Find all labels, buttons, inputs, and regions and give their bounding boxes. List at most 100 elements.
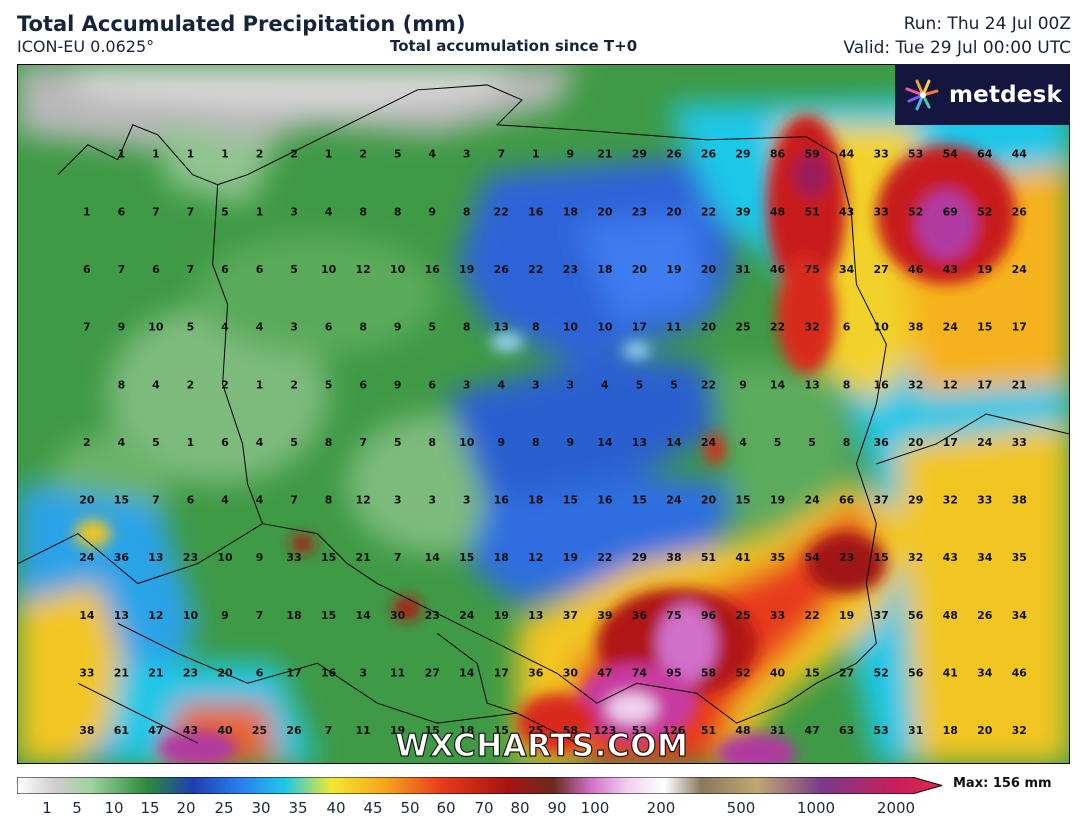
colorbar-tick-label: 70 (474, 799, 494, 817)
precip-value: 13 (494, 321, 509, 334)
precip-value: 19 (390, 724, 405, 737)
precip-value: 20 (701, 263, 717, 276)
precip-value: 3 (532, 378, 540, 391)
run-time: Run: Thu 24 Jul 00Z (903, 14, 1071, 34)
precip-value: 24 (943, 321, 959, 334)
precip-value: 8 (532, 321, 540, 334)
colorbar-gradient (17, 777, 942, 794)
precip-value: 33 (286, 551, 301, 564)
precip-value: 29 (908, 494, 923, 507)
precip-value: 5 (394, 148, 402, 161)
precip-value: 9 (739, 378, 747, 391)
precip-value: 6 (221, 436, 229, 449)
precip-value: 32 (908, 551, 923, 564)
precip-value: 12 (528, 551, 543, 564)
precip-value: 3 (290, 205, 298, 218)
precip-value: 19 (563, 551, 578, 564)
precip-value: 14 (459, 666, 475, 679)
precip-value: 2 (83, 436, 91, 449)
precipitation-field (18, 65, 1069, 763)
precip-value: 19 (770, 494, 785, 507)
precip-value: 7 (83, 321, 91, 334)
precip-value: 6 (118, 205, 126, 218)
precip-value: 40 (217, 724, 233, 737)
precip-value: 10 (321, 263, 337, 276)
precip-value: 1 (187, 148, 195, 161)
precip-value: 1 (221, 148, 229, 161)
precip-value: 5 (290, 263, 298, 276)
precip-value: 18 (286, 609, 301, 622)
precip-value: 7 (359, 436, 367, 449)
precip-value: 3 (463, 378, 471, 391)
precip-value: 1 (118, 148, 126, 161)
precip-value: 38 (79, 724, 94, 737)
precip-value: 51 (701, 724, 716, 737)
precip-value: 22 (770, 321, 785, 334)
precip-value: 22 (528, 263, 543, 276)
precip-value: 10 (874, 321, 890, 334)
precip-value: 16 (874, 378, 890, 391)
precip-value: 8 (325, 494, 333, 507)
precip-value: 52 (908, 205, 923, 218)
precip-value: 48 (943, 609, 958, 622)
precip-value: 22 (701, 205, 716, 218)
precip-value: 13 (148, 551, 163, 564)
precip-value: 23 (632, 205, 647, 218)
precip-value: 27 (839, 666, 854, 679)
precip-value: 47 (804, 724, 819, 737)
precip-value: 8 (463, 321, 471, 334)
precip-value: 2 (290, 148, 298, 161)
precip-value: 6 (256, 263, 264, 276)
precip-value: 25 (735, 609, 750, 622)
precip-value: 14 (425, 551, 441, 564)
precip-value: 1 (256, 378, 264, 391)
precip-value: 20 (701, 494, 717, 507)
precip-value: 5 (325, 378, 333, 391)
precip-value: 17 (286, 666, 301, 679)
precip-value: 16 (425, 263, 441, 276)
precip-value: 7 (152, 205, 160, 218)
precip-value: 9 (256, 551, 264, 564)
precip-value: 34 (1012, 609, 1028, 622)
precip-value: 33 (977, 494, 992, 507)
precip-value: 38 (908, 321, 923, 334)
precip-value: 15 (494, 724, 509, 737)
precip-value: 43 (943, 551, 958, 564)
precip-value: 10 (597, 321, 613, 334)
precip-value: 15 (563, 494, 578, 507)
precip-value: 51 (804, 205, 819, 218)
precip-value: 58 (563, 724, 578, 737)
precip-value: 15 (804, 666, 819, 679)
valid-time: Valid: Tue 29 Jul 00:00 UTC (843, 38, 1071, 58)
precip-value: 4 (221, 321, 229, 334)
precip-value: 64 (977, 148, 993, 161)
precip-value: 9 (394, 321, 402, 334)
precip-value: 14 (356, 609, 372, 622)
precip-value: 1 (187, 436, 195, 449)
precip-value: 10 (563, 321, 579, 334)
precip-value: 19 (977, 263, 992, 276)
model-label: ICON-EU 0.0625° (17, 37, 155, 56)
precip-value: 12 (943, 378, 958, 391)
precip-value: 24 (701, 436, 717, 449)
precip-value: 5 (774, 436, 782, 449)
precip-value: 6 (843, 321, 851, 334)
precip-value: 4 (428, 148, 436, 161)
precip-value: 43 (839, 205, 854, 218)
precip-value: 37 (563, 609, 578, 622)
precip-value: 63 (839, 724, 854, 737)
precipitation-map[interactable]: 1 1 1 1 2 2 1 2 5 4 3 7 1 9 21 29 26 26 29 86 59 44 33 53 54 64 44… (17, 64, 1070, 764)
precip-value: 1 (325, 148, 333, 161)
precip-value: 9 (428, 205, 436, 218)
precip-value: 126 (662, 724, 685, 737)
precip-value: 7 (187, 205, 195, 218)
precip-value: 36 (632, 609, 648, 622)
precip-value: 13 (632, 436, 647, 449)
precip-value: 1 (83, 205, 91, 218)
precip-value: 18 (494, 551, 509, 564)
precip-value: 9 (567, 148, 575, 161)
precip-value: 5 (152, 436, 160, 449)
precip-value: 11 (356, 724, 371, 737)
precip-value: 21 (597, 148, 612, 161)
precip-value: 15 (321, 609, 336, 622)
